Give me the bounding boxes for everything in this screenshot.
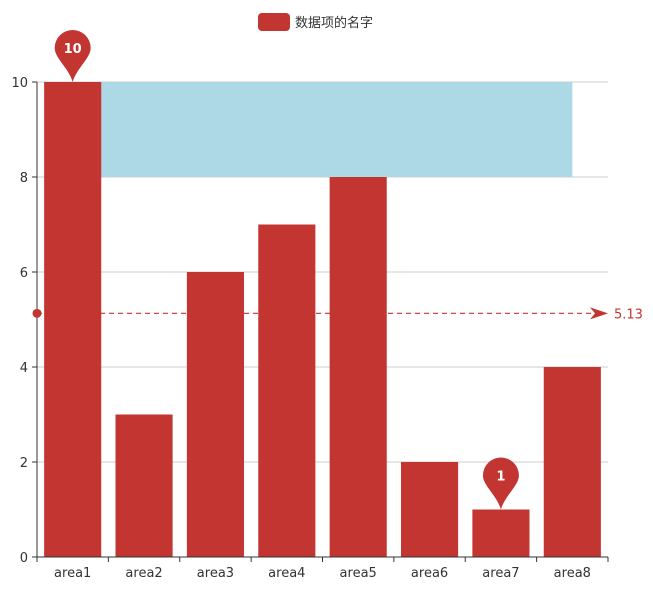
mark-area <box>72 82 573 177</box>
mark-point-label: 1 <box>496 470 505 485</box>
bar-area4[interactable] <box>258 224 316 558</box>
mark-point-pin <box>482 457 519 510</box>
x-tick-label: area5 <box>340 566 377 581</box>
mark-line: 5.13 <box>32 307 643 322</box>
bar-area6[interactable] <box>401 462 459 557</box>
bar-area7[interactable] <box>472 509 530 558</box>
y-tick-label: 2 <box>20 456 28 471</box>
x-tick-label: area8 <box>554 566 591 581</box>
y-tick-label: 4 <box>20 361 28 376</box>
mark-point-area1[interactable]: 10 <box>54 30 91 83</box>
mark-point-area7[interactable]: 1 <box>482 457 519 510</box>
y-tick-label: 10 <box>11 76 28 91</box>
x-tick-label: area2 <box>125 566 162 581</box>
mark-points: 10 1 <box>54 30 519 510</box>
bar-area5[interactable] <box>329 177 387 557</box>
x-tick-label: area7 <box>482 566 519 581</box>
legend[interactable]: 数据项的名字 <box>258 13 373 31</box>
bars <box>44 82 601 557</box>
legend-label[interactable]: 数据项的名字 <box>295 15 373 31</box>
mark-point-pin <box>54 30 91 83</box>
x-tick-label: area1 <box>54 566 91 581</box>
x-tick-label: area6 <box>411 566 448 581</box>
bar-area2[interactable] <box>115 414 173 558</box>
legend-swatch[interactable] <box>258 13 290 31</box>
mark-line-arrow <box>590 307 608 320</box>
bar-area8[interactable] <box>543 367 601 557</box>
y-tick-label: 8 <box>20 171 28 186</box>
bar-area3[interactable] <box>186 272 244 557</box>
axes: 0 2 4 6 8 10 area1 area2 area3 area4 area5 area6 are… <box>11 76 609 581</box>
x-tick-label: area3 <box>197 566 234 581</box>
bar-area1[interactable] <box>44 82 102 557</box>
mark-area-band <box>72 82 573 177</box>
x-tick-label: area4 <box>268 566 305 581</box>
mark-point-label: 10 <box>64 42 82 57</box>
y-tick-label: 0 <box>20 551 28 566</box>
y-tick-label: 6 <box>20 266 28 281</box>
mark-line-label: 5.13 <box>614 307 643 322</box>
